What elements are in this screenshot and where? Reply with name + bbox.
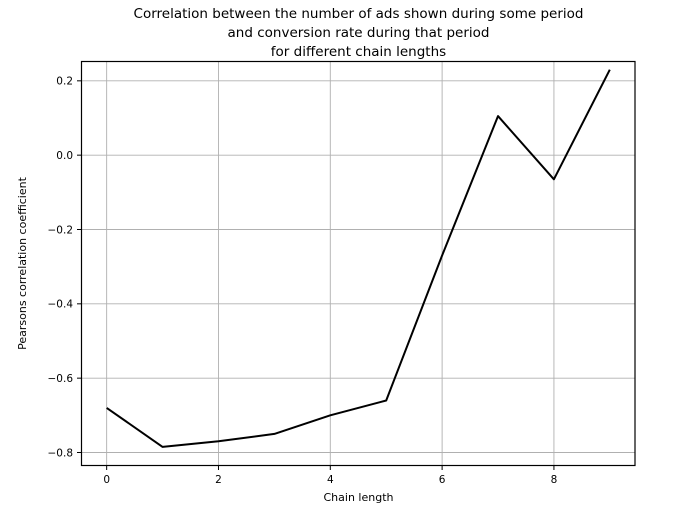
x-tick-label: 0 xyxy=(103,474,110,486)
y-axis-label: Pearsons correlation coefficient xyxy=(16,176,29,349)
data-line xyxy=(106,69,611,448)
x-tick-label: 4 xyxy=(327,474,334,486)
chart-title: Correlation between the number of ads sh… xyxy=(134,6,584,60)
x-tick-label: 2 xyxy=(215,474,222,486)
x-tick-label: 6 xyxy=(439,474,446,486)
plot-area: 0 2 4 6 8 0.2 0.0 −0.2 −0.4 −0.6 −0.8 xyxy=(48,60,636,486)
chart-title-line-3: for different chain lengths xyxy=(271,44,446,60)
y-tick-label: −0.4 xyxy=(48,299,74,311)
y-tick-label: 0.2 xyxy=(56,76,73,88)
chart-title-line-1: Correlation between the number of ads sh… xyxy=(134,6,584,22)
chart-title-line-2: and conversion rate during that period xyxy=(228,25,490,41)
y-tick-label: −0.6 xyxy=(48,373,74,385)
y-tick-label: −0.2 xyxy=(48,224,74,236)
y-tick-label: −0.8 xyxy=(48,447,74,459)
x-tick-label: 8 xyxy=(551,474,558,486)
y-tick-label: 0.0 xyxy=(56,150,73,162)
x-axis-label: Chain length xyxy=(324,491,394,504)
plot-border xyxy=(80,60,636,467)
